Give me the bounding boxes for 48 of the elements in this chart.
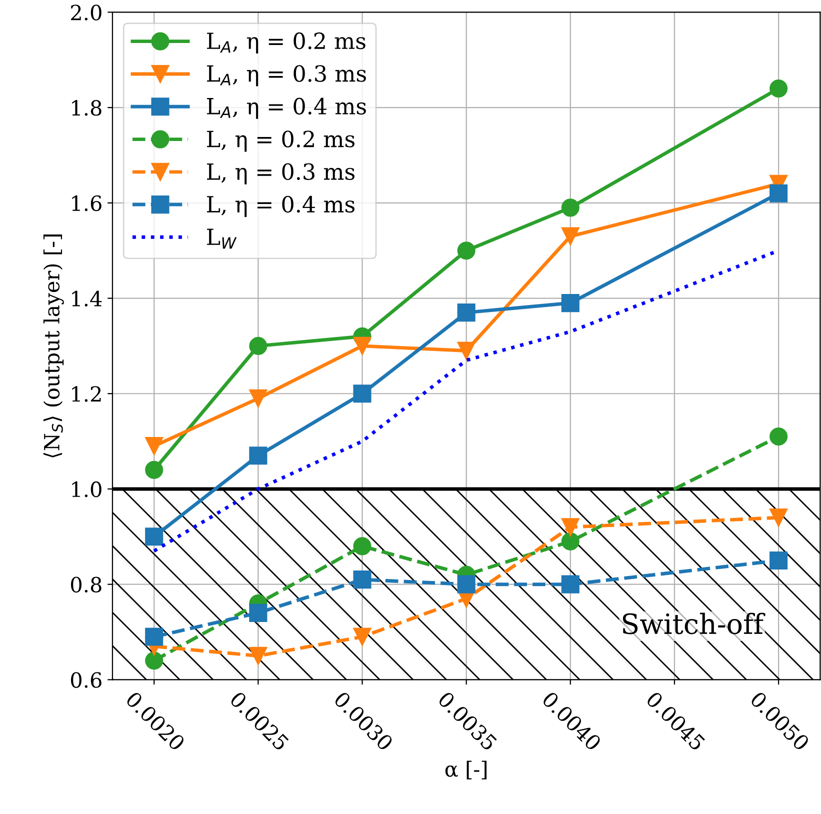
point [770, 428, 788, 446]
point [249, 389, 268, 408]
legend-label: L, η = 0.4 ms [207, 196, 354, 217]
point [353, 336, 372, 355]
point [249, 336, 268, 355]
point [770, 508, 788, 527]
x-axis-title: α [-] [445, 760, 487, 780]
y-tick-label: 1.2 [72, 386, 101, 402]
y-tick-label: 0.8 [70, 576, 102, 593]
y-tick-label: 1.4 [72, 290, 102, 306]
point [353, 384, 372, 403]
legend-label: L, η = 0.2 ms [207, 130, 354, 152]
point [249, 646, 268, 665]
point [457, 242, 476, 260]
y-tick-label: 1.0 [72, 481, 102, 498]
point [145, 652, 164, 670]
legend-label: L$_{A}$, η = 0.2 ms [207, 32, 366, 54]
point [561, 575, 580, 594]
point [249, 604, 268, 622]
point [457, 342, 476, 360]
point [145, 437, 164, 456]
point [353, 537, 372, 556]
point [145, 628, 164, 646]
legend-label: L$_{A}$, η = 0.4 ms [207, 98, 366, 119]
y-tick-label: 1.8 [72, 100, 102, 116]
legend-label: L$_{W}$ [207, 228, 237, 249]
point [770, 79, 788, 98]
point [770, 551, 788, 570]
point [561, 532, 580, 550]
legend-label: L$_{A}$, η = 0.3 ms [207, 65, 366, 86]
point [770, 184, 788, 202]
point [561, 294, 580, 312]
y-tick-label: 1.6 [72, 195, 102, 212]
point [145, 528, 164, 546]
point [353, 628, 372, 646]
point [561, 227, 580, 246]
y-axis-title: ⟨N$_{S}$⟩ (output layer) [-] [43, 234, 64, 458]
band-label: Switch-off [622, 612, 766, 634]
point [561, 198, 580, 217]
point [561, 518, 580, 536]
legend-label: L, η = 0.3 ms [207, 163, 354, 184]
point [249, 446, 268, 465]
point [457, 575, 476, 594]
y-tick-label: 0.6 [70, 672, 102, 688]
point [353, 570, 372, 589]
point [145, 460, 164, 479]
point [457, 304, 476, 322]
y-tick-label: 2.0 [71, 4, 102, 20]
